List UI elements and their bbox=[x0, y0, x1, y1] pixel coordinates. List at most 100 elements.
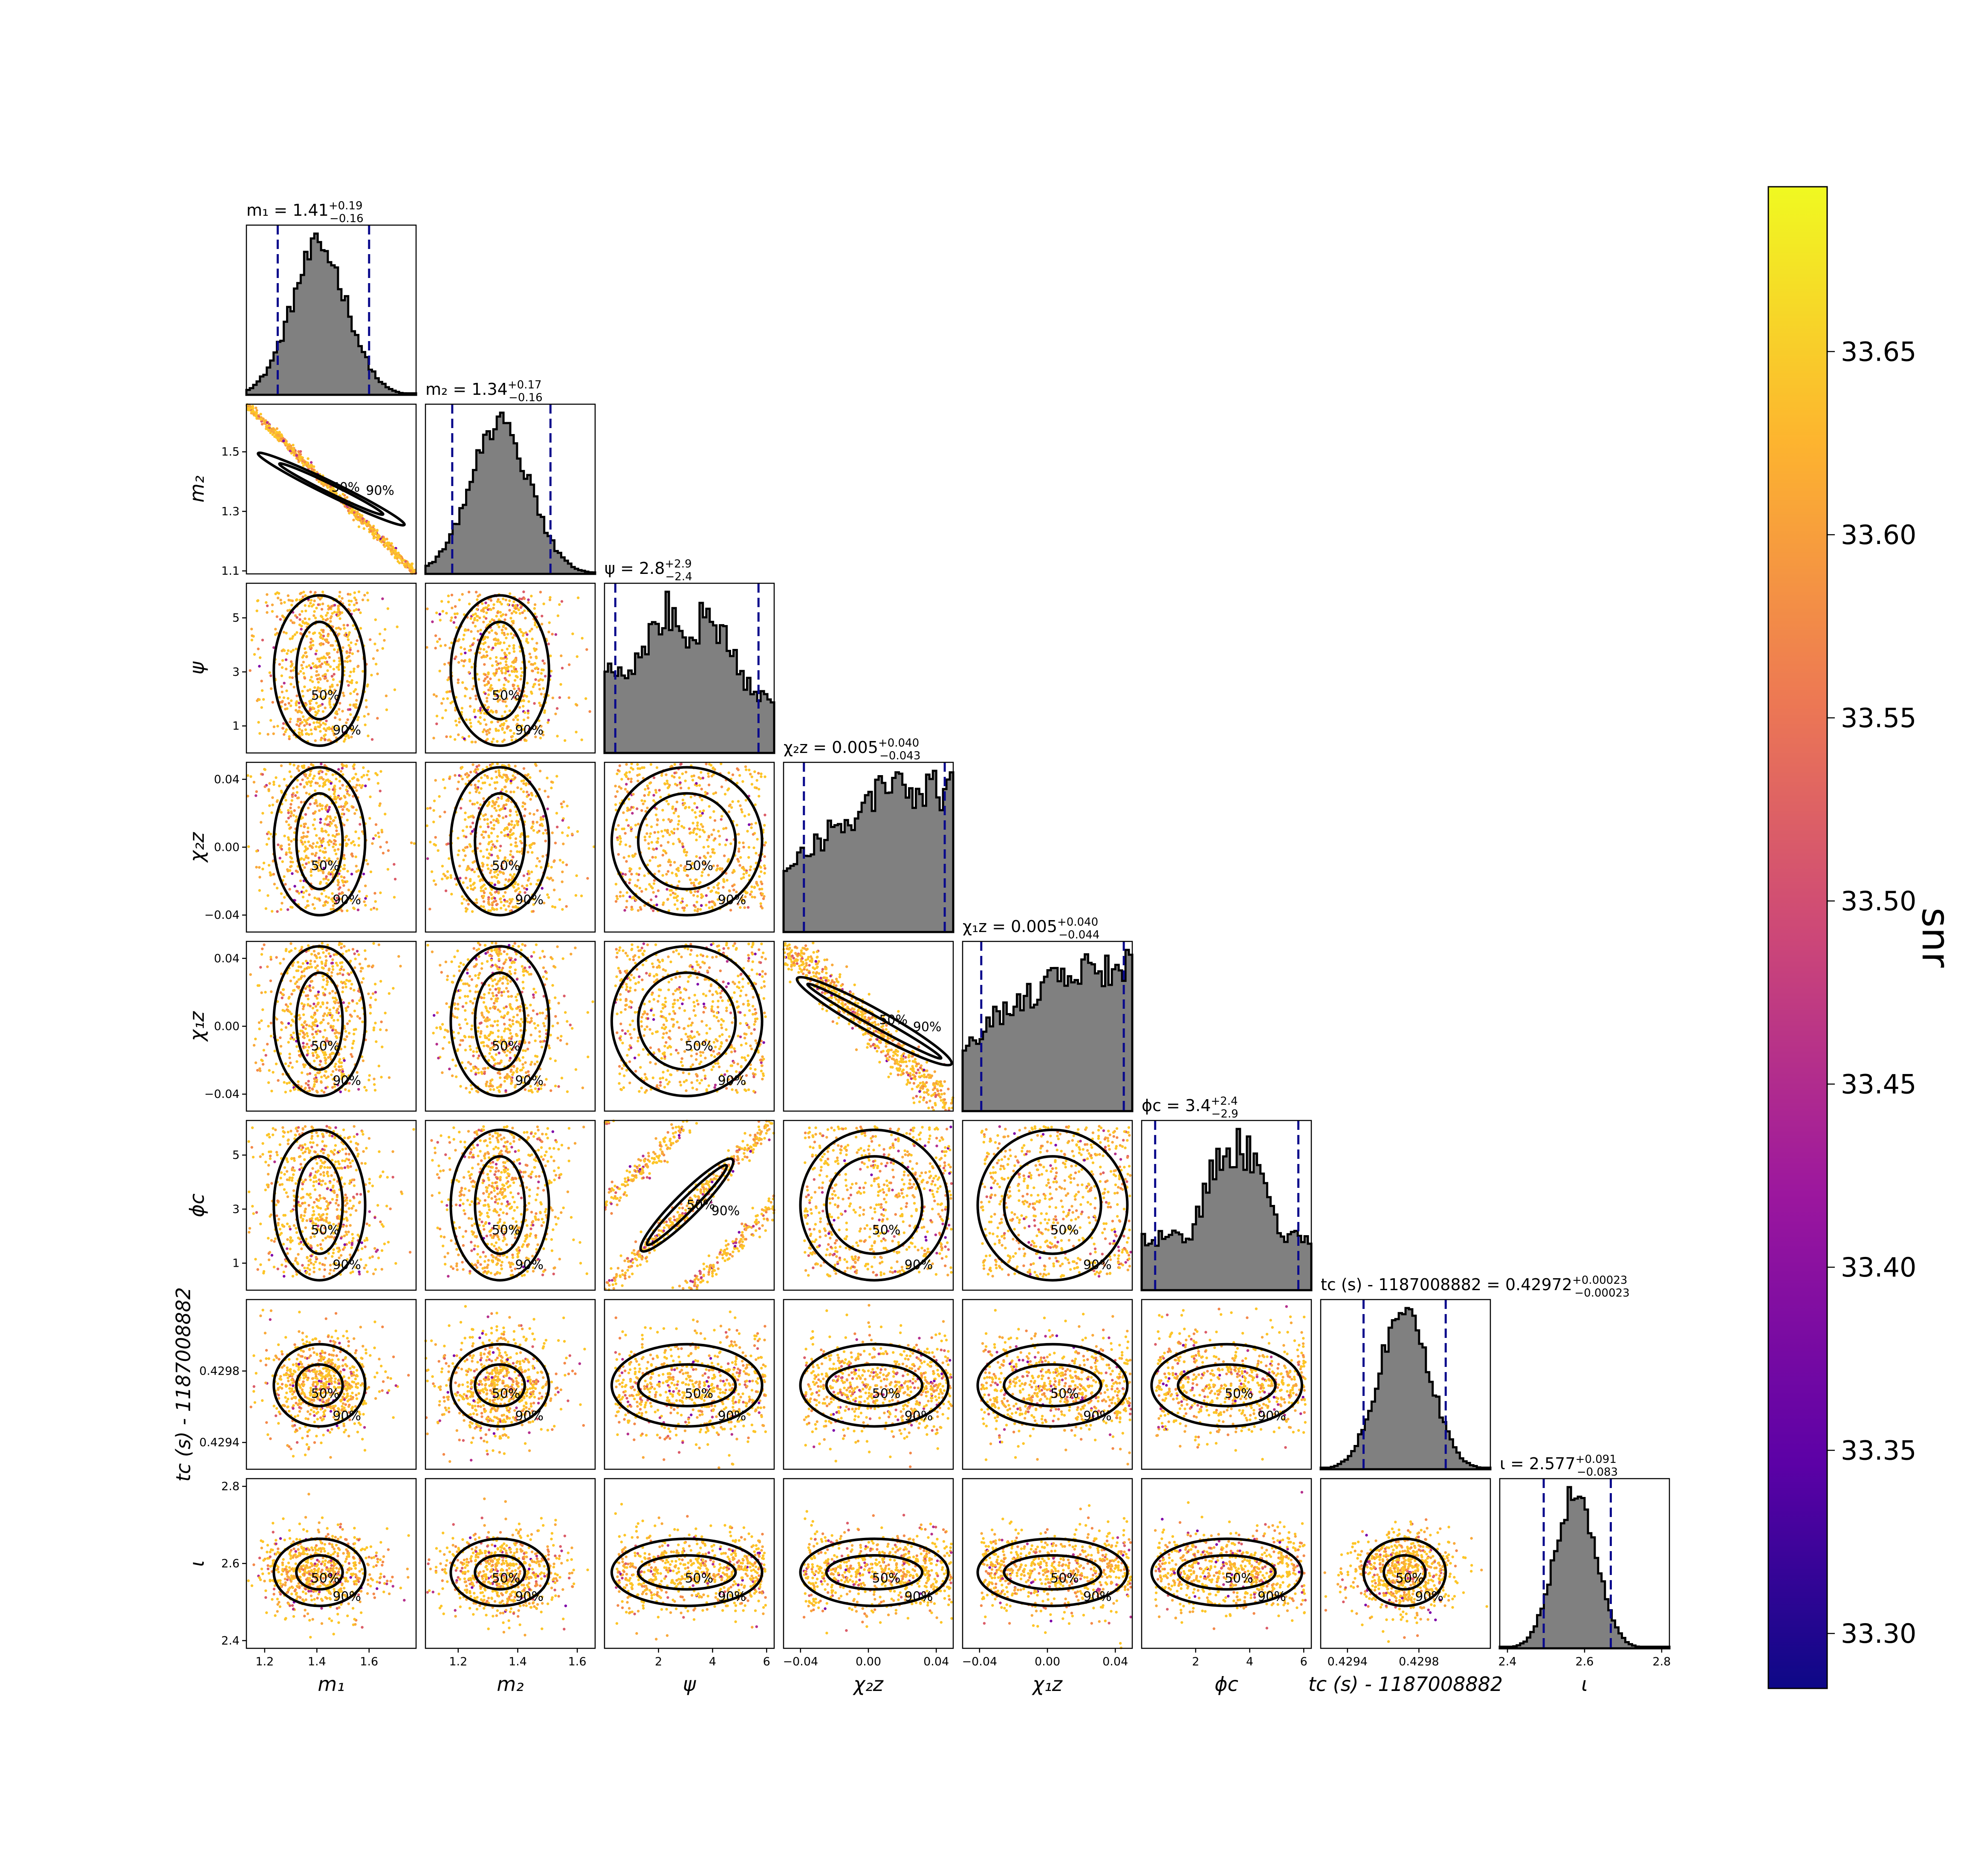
scatter-point bbox=[480, 776, 483, 779]
scatter-point bbox=[341, 909, 344, 912]
scatter-point bbox=[304, 773, 307, 776]
scatter-point bbox=[495, 770, 497, 773]
scatter-point bbox=[588, 710, 591, 713]
scatter-point bbox=[326, 810, 330, 813]
scatter-point bbox=[514, 841, 517, 844]
scatter-point bbox=[252, 1044, 256, 1047]
scatter-point bbox=[313, 774, 316, 778]
scatter-point bbox=[298, 459, 302, 462]
scatter-point bbox=[441, 865, 444, 868]
scatter-point bbox=[289, 718, 292, 721]
scatter-point bbox=[452, 621, 455, 624]
scatter-point bbox=[488, 631, 491, 634]
scatter-point bbox=[625, 783, 628, 786]
scatter-point bbox=[378, 804, 381, 807]
scatter-point bbox=[338, 595, 341, 598]
scatter-point bbox=[343, 1059, 346, 1062]
scatter-point bbox=[473, 860, 476, 863]
scatter-point bbox=[255, 409, 258, 412]
scatter-point bbox=[519, 628, 522, 631]
scatter-point bbox=[324, 706, 327, 709]
scatter-point bbox=[450, 616, 453, 619]
scatter-point bbox=[507, 666, 510, 669]
scatter-point bbox=[655, 903, 658, 906]
scatter-point bbox=[443, 663, 446, 666]
scatter-point bbox=[356, 908, 360, 912]
scatter-point bbox=[457, 733, 460, 736]
scatter-point bbox=[289, 826, 292, 829]
scatter-point bbox=[338, 708, 341, 711]
scatter-point bbox=[544, 840, 547, 842]
scatter-point bbox=[303, 975, 306, 978]
scatter-point bbox=[338, 1058, 341, 1061]
scatter-point bbox=[645, 832, 648, 835]
scatter-point bbox=[272, 783, 275, 786]
scatter-point bbox=[530, 843, 533, 846]
scatter-point bbox=[312, 614, 315, 617]
scatter-point bbox=[458, 598, 461, 602]
scatter-point bbox=[536, 879, 539, 882]
scatter-point bbox=[291, 676, 294, 679]
scatter-point bbox=[309, 591, 312, 593]
scatter-point bbox=[487, 842, 490, 845]
scatter-point bbox=[703, 855, 706, 858]
scatter-point bbox=[659, 844, 662, 847]
scatter-point bbox=[521, 884, 524, 888]
scatter-point bbox=[492, 801, 495, 804]
scatter-point bbox=[257, 599, 260, 602]
scatter-point bbox=[346, 496, 349, 499]
scatter-point bbox=[286, 697, 289, 700]
scatter-point bbox=[456, 612, 459, 615]
scatter-point bbox=[548, 621, 551, 624]
scatter-point bbox=[315, 1080, 318, 1083]
scatter-point bbox=[628, 878, 631, 881]
scatter-point bbox=[365, 706, 368, 709]
scatter-point bbox=[463, 737, 466, 740]
scatter-point bbox=[617, 824, 620, 827]
scatter-point bbox=[258, 732, 261, 735]
scatter-point bbox=[284, 730, 287, 733]
scatter-point bbox=[340, 1065, 343, 1068]
scatter-point bbox=[666, 831, 669, 834]
scatter-point bbox=[371, 992, 375, 995]
contour-label-90: 90% bbox=[333, 723, 361, 738]
scatter-point bbox=[627, 824, 630, 827]
scatter-point bbox=[656, 823, 659, 826]
histogram-panel-psi: ψ = 2.8+2.9 −2.4 bbox=[603, 558, 775, 754]
scatter-point bbox=[497, 638, 500, 641]
scatter-point bbox=[319, 724, 322, 727]
scatter-point bbox=[495, 614, 498, 618]
scatter-point bbox=[528, 652, 531, 655]
scatter-point bbox=[319, 678, 322, 681]
scatter-point bbox=[550, 786, 553, 790]
scatter-point bbox=[652, 848, 655, 851]
scatter-point bbox=[667, 802, 670, 805]
scatter-point bbox=[469, 705, 472, 708]
scatter-point bbox=[495, 656, 498, 659]
scatter-point bbox=[314, 854, 317, 857]
scatter-point bbox=[551, 905, 554, 908]
scatter-point bbox=[335, 1068, 338, 1071]
scatter-point bbox=[358, 999, 361, 1002]
scatter-point bbox=[630, 806, 633, 809]
scatter-point bbox=[316, 1071, 319, 1074]
scatter-point bbox=[515, 810, 518, 814]
scatter-point bbox=[495, 776, 498, 779]
scatter-point bbox=[474, 715, 477, 718]
scatter-point bbox=[623, 909, 626, 912]
scatter-point bbox=[532, 813, 535, 816]
scatter-point bbox=[274, 592, 277, 595]
scatter-point bbox=[522, 590, 525, 593]
scatter-point bbox=[321, 966, 324, 969]
scatter-point bbox=[246, 774, 249, 777]
scatter-point bbox=[546, 808, 549, 811]
title-lower-error: −2.4 bbox=[665, 570, 692, 583]
scatter-point bbox=[309, 989, 312, 992]
scatter-point bbox=[314, 1018, 317, 1021]
scatter-point bbox=[274, 633, 277, 636]
scatter-point bbox=[475, 615, 478, 618]
scatter-point bbox=[301, 595, 304, 599]
scatter-point bbox=[363, 1086, 366, 1089]
scatter-point bbox=[524, 617, 527, 620]
scatter-point bbox=[495, 711, 498, 714]
